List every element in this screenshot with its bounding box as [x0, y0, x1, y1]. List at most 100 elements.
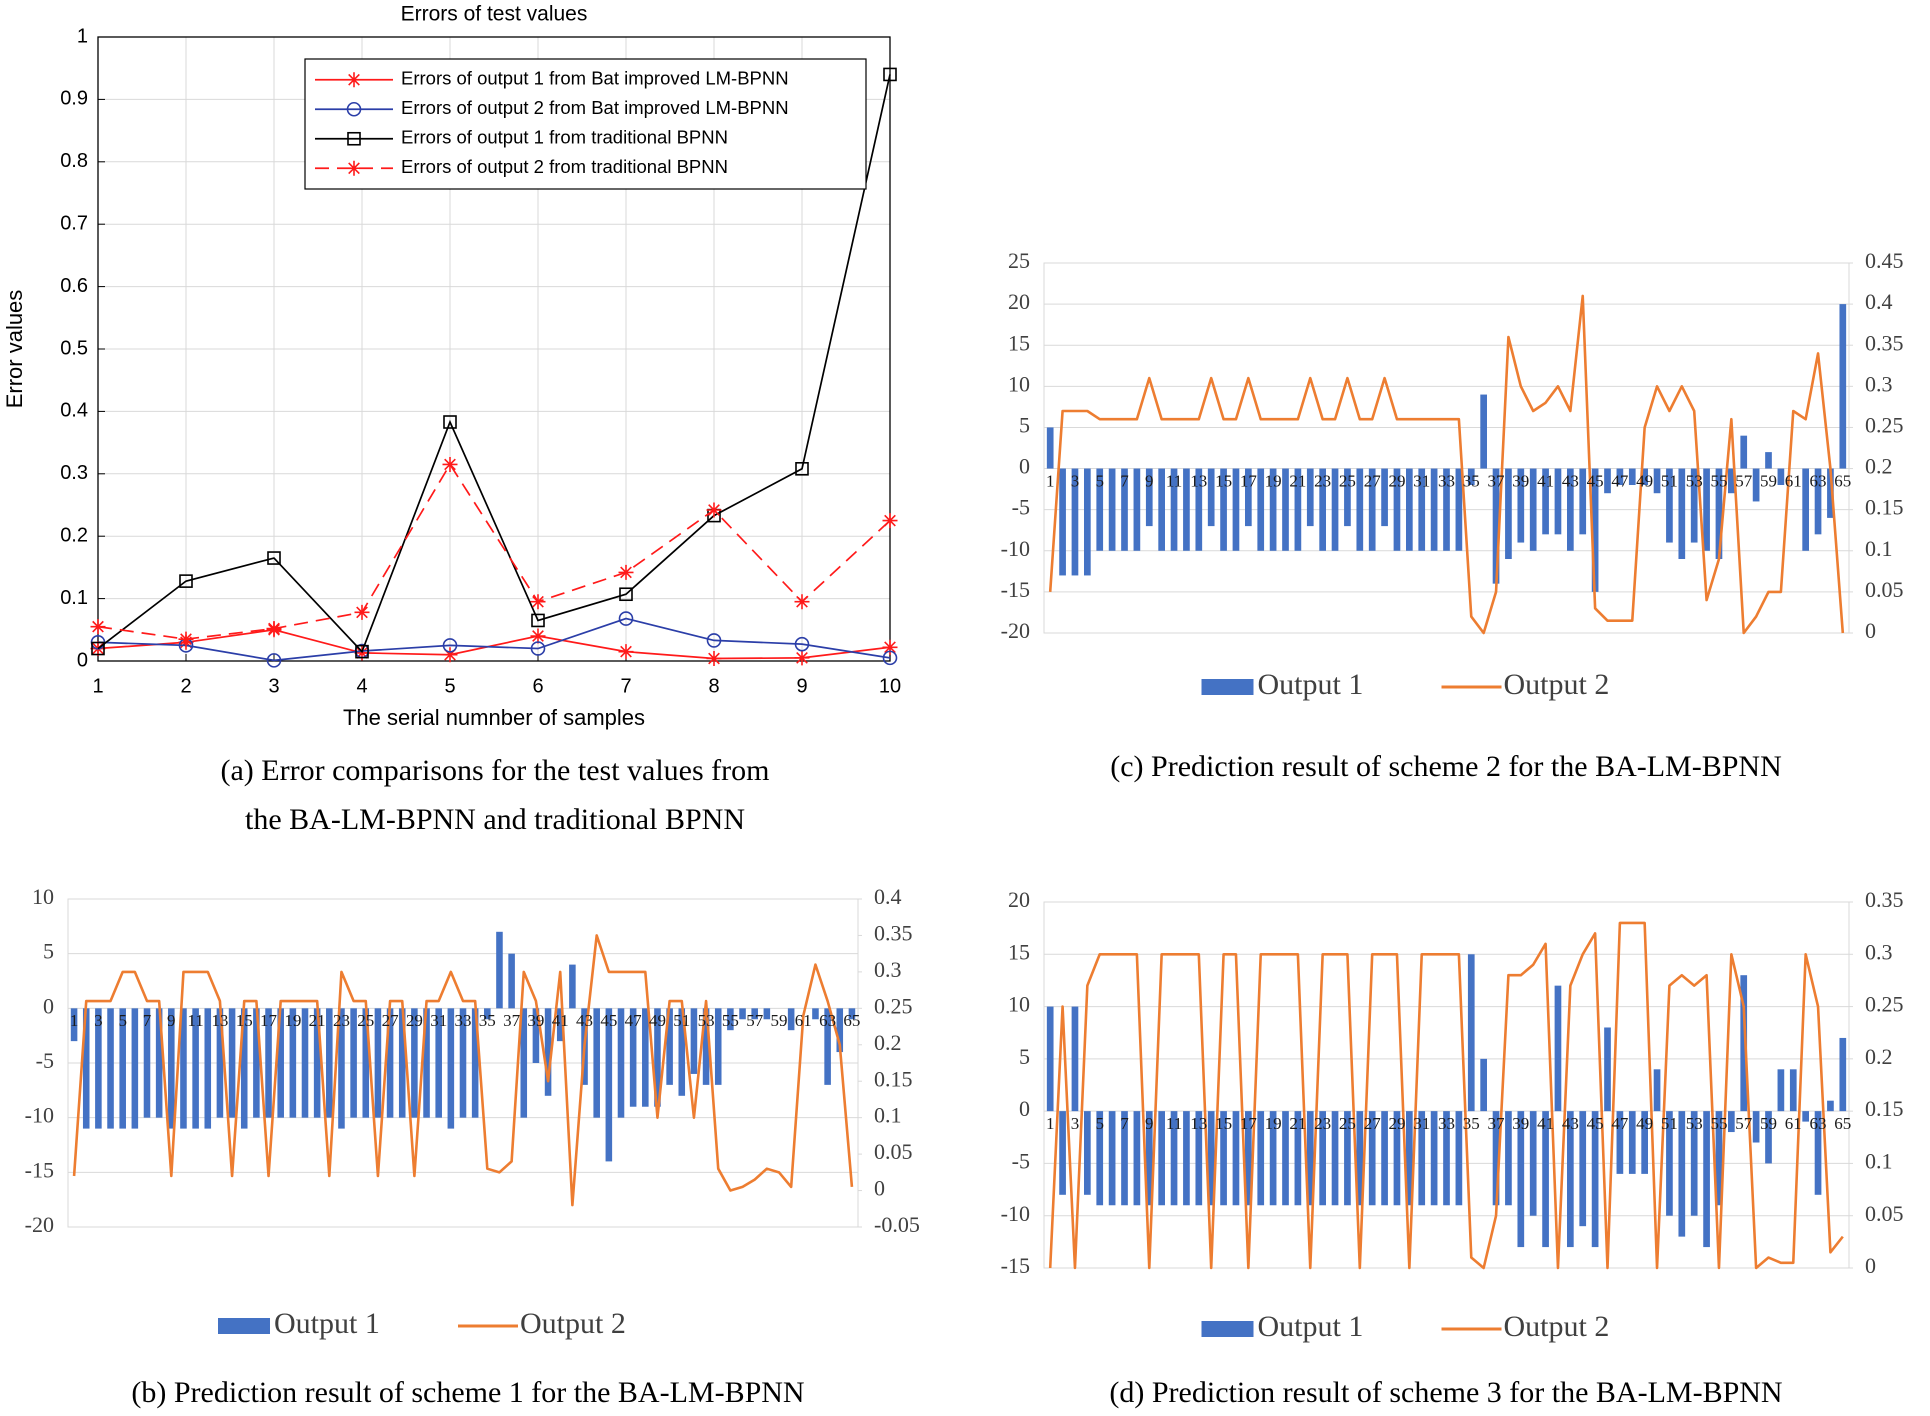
- bar: [1084, 1111, 1091, 1195]
- marker: [90, 619, 106, 635]
- y2-tick-label: 0.2: [1865, 454, 1893, 479]
- x-tick-label: 43: [1562, 1114, 1579, 1133]
- x-tick-label: 59: [1760, 471, 1777, 490]
- bar: [848, 1008, 856, 1020]
- bar: [1145, 1111, 1153, 1206]
- legend-label: Errors of output 2 from traditional BPNN: [401, 156, 728, 177]
- bar: [1418, 1111, 1426, 1206]
- bar: [1121, 1111, 1128, 1206]
- x-tick-label: 29: [406, 1011, 423, 1030]
- bar: [787, 1008, 795, 1031]
- x-tick-label: 17: [260, 1011, 278, 1030]
- marker: [443, 415, 457, 429]
- x-tick-label: 2: [180, 675, 191, 697]
- x-tick-label: 9: [1145, 1114, 1154, 1133]
- x-tick-label: 25: [357, 1011, 374, 1030]
- bar: [1752, 468, 1760, 502]
- series-line: [1048, 294, 1845, 635]
- x-tick-label: 13: [1190, 1114, 1207, 1133]
- x-tick-label: 21: [1289, 471, 1306, 490]
- y-tick-label: 0: [43, 993, 54, 1018]
- bar: [812, 1008, 819, 1020]
- bar: [1777, 1069, 1785, 1112]
- x-tick-label: 51: [1661, 1114, 1678, 1133]
- x-axis-label: The serial numnber of samples: [343, 705, 645, 730]
- series-line: [97, 74, 891, 654]
- bar: [690, 1008, 698, 1074]
- bar: [1356, 468, 1364, 551]
- bar: [1282, 468, 1289, 551]
- x-tick-label: 35: [1463, 1114, 1480, 1133]
- bar: [1529, 1111, 1537, 1216]
- y-tick-label: 25: [1008, 248, 1030, 273]
- bar: [1505, 468, 1512, 559]
- x-tick-label: 17: [1240, 1114, 1258, 1133]
- bar: [1393, 1111, 1401, 1206]
- caption: (b) Prediction result of scheme 1 for th…: [131, 1376, 804, 1409]
- y-tick-label: 5: [1019, 1044, 1030, 1069]
- bar: [1542, 1111, 1549, 1248]
- y-tick-label: 15: [1008, 939, 1030, 964]
- bar: [95, 1008, 102, 1129]
- bar: [1207, 468, 1215, 527]
- y2-tick-label: 0.4: [874, 884, 902, 909]
- x-tick-label: 11: [187, 1011, 203, 1030]
- y-axis-label: Error values: [2, 290, 27, 409]
- bar: [1591, 468, 1599, 592]
- y2-tick-label: 0.25: [1865, 412, 1904, 437]
- bar: [1108, 1111, 1116, 1206]
- bar: [155, 1008, 163, 1118]
- y2-tick-label: 0.15: [1865, 1096, 1904, 1121]
- bar: [313, 1008, 321, 1118]
- y-tick-label: 0.4: [60, 400, 88, 422]
- x-tick-label: 53: [1686, 1114, 1703, 1133]
- x-tick-label: 7: [1120, 1114, 1129, 1133]
- marker: [266, 621, 282, 637]
- bar: [1046, 1006, 1054, 1112]
- bar: [520, 1008, 528, 1118]
- x-tick-label: 55: [722, 1011, 739, 1030]
- x-tick-label: 6: [532, 675, 543, 697]
- x-tick-label: 1: [1046, 1114, 1055, 1133]
- bar: [240, 1008, 248, 1129]
- bar: [1715, 468, 1723, 559]
- bar: [1480, 394, 1487, 469]
- bar: [1046, 427, 1054, 469]
- x-tick-label: 59: [1760, 1114, 1777, 1133]
- series-line: [97, 462, 891, 641]
- x-tick-label: 57: [746, 1011, 764, 1030]
- x-tick-label: 5: [1095, 1114, 1104, 1133]
- bar: [1641, 468, 1648, 485]
- x-tick-label: 7: [143, 1011, 152, 1030]
- x-tick-label: 41: [1537, 471, 1554, 490]
- x-tick-label: 49: [1636, 471, 1653, 490]
- bar: [338, 1008, 345, 1129]
- bar: [1183, 1111, 1190, 1206]
- bar: [678, 1008, 686, 1096]
- x-tick-label: 3: [94, 1011, 103, 1030]
- x-tick-label: 5: [444, 675, 455, 697]
- marker: [266, 653, 282, 668]
- bar: [1158, 1111, 1165, 1206]
- x-tick-label: 55: [1710, 471, 1727, 490]
- x-tick-label: 11: [1166, 1114, 1182, 1133]
- plot-frame: [97, 36, 891, 662]
- chart-title: Errors of test values: [401, 3, 588, 26]
- x-tick-label: 1: [92, 675, 103, 697]
- bar: [1678, 468, 1686, 559]
- y2-tick-label: 0.3: [1865, 939, 1893, 964]
- marker: [178, 631, 194, 647]
- legend-marker: [347, 131, 361, 146]
- bar: [751, 1008, 758, 1020]
- bar: [1133, 1111, 1141, 1206]
- series-line: [97, 617, 891, 662]
- x-tick-label: 61: [1785, 1114, 1802, 1133]
- marker: [618, 644, 634, 660]
- bar: [1690, 468, 1698, 543]
- x-tick-label: 39: [1512, 1114, 1529, 1133]
- bar: [569, 964, 576, 1009]
- bar: [471, 1008, 479, 1118]
- bar: [1430, 1111, 1438, 1206]
- x-tick-label: 1: [70, 1011, 79, 1030]
- bar: [289, 1008, 297, 1118]
